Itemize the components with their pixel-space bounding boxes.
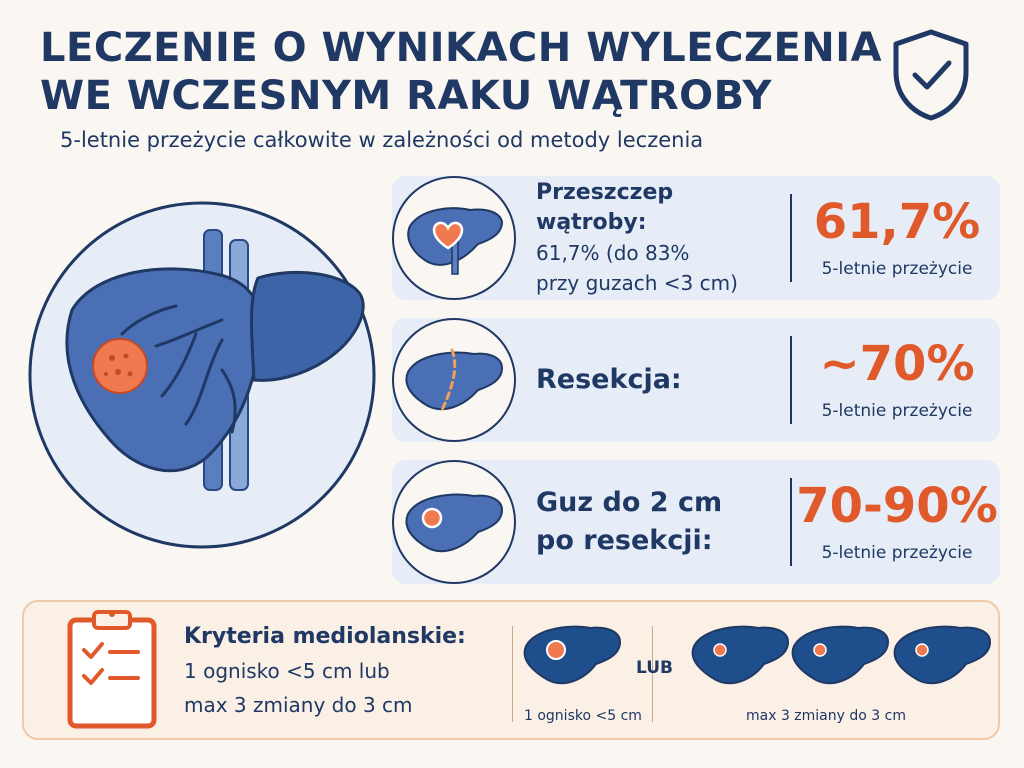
title-line-2: WE WCZESNYM RAKU WĄTROBY: [40, 73, 772, 119]
resection-icon-circle: [392, 318, 516, 442]
transplant-detail-1: 61,7% (do 83%: [536, 241, 690, 265]
card-divider: [790, 336, 792, 424]
transplant-detail-2: przy guzach <3 cm): [536, 271, 738, 295]
liver-small-tumor-icon: [405, 493, 504, 553]
transplant-icon-circle: [392, 176, 516, 300]
liver-transplant-heart-icon: [407, 207, 504, 275]
shield-check-icon: [893, 29, 969, 121]
multiple-lesions-caption: max 3 zmiany do 3 cm: [746, 708, 906, 724]
small-tumor-icon-circle: [392, 460, 516, 584]
multiple-lesions-liver-icon-2: [791, 625, 890, 685]
criteria-line-2: max 3 zmiany do 3 cm: [184, 693, 413, 717]
criteria-divider-left: [512, 626, 513, 722]
resection-stat: ~70% 5-letnie przeżycie: [794, 318, 1000, 442]
transplant-title: Przeszczep wątroby:: [536, 180, 674, 235]
card-small-tumor: Guz do 2 cm po resekcji: 70-90% 5-letnie…: [392, 460, 1000, 584]
card-divider: [790, 194, 792, 282]
criteria-text: Kryteria mediolanskie: 1 ognisko <5 cm l…: [184, 620, 504, 722]
card-transplant: Przeszczep wątroby: 61,7% (do 83% przy g…: [392, 176, 1000, 300]
small-tumor-title-1: Guz do 2 cm: [536, 487, 723, 518]
title-line-1: LECZENIE O WYNIKACH WYLECZENIA: [40, 25, 883, 71]
clipboard-checklist-icon: [67, 610, 157, 729]
card-resection: Resekcja: ~70% 5-letnie przeżycie: [392, 318, 1000, 442]
transplant-label: Przeszczep wątroby: 61,7% (do 83% przy g…: [536, 176, 776, 300]
resection-percentage: ~70%: [819, 336, 975, 392]
card-divider: [790, 478, 792, 566]
criteria-divider-mid: [652, 626, 653, 722]
single-lesion-caption: 1 ognisko <5 cm: [524, 708, 642, 724]
small-tumor-caption: 5-letnie przeżycie: [821, 543, 973, 563]
resection-label: Resekcja:: [536, 318, 776, 442]
page-title: LECZENIE O WYNIKACH WYLECZENIA WE WCZESN…: [40, 24, 883, 120]
or-label: LUB: [636, 658, 673, 678]
small-tumor-stat: 70-90% 5-letnie przeżycie: [794, 460, 1000, 584]
criteria-line-1: 1 ognisko <5 cm lub: [184, 659, 390, 683]
resection-title: Resekcja:: [536, 364, 682, 395]
small-tumor-title-2: po resekcji:: [536, 525, 713, 556]
multiple-lesions-liver-icon-1: [691, 625, 790, 685]
criteria-heading: Kryteria mediolanskie:: [184, 624, 466, 649]
multiple-lesions-liver-icon-3: [893, 625, 992, 685]
criteria-liver-icons: [523, 625, 992, 685]
transplant-caption: 5-letnie przeżycie: [821, 259, 973, 279]
single-lesion-liver-icon: [523, 625, 622, 685]
resection-caption: 5-letnie przeżycie: [821, 401, 973, 421]
liver-tumor-illustration: [28, 201, 376, 549]
small-tumor-percentage: 70-90%: [796, 478, 998, 534]
small-tumor-label: Guz do 2 cm po resekcji:: [536, 460, 776, 584]
page-subtitle: 5-letnie przeżycie całkowite w zależnośc…: [60, 128, 704, 152]
liver-resection-icon: [405, 348, 504, 412]
transplant-stat: 61,7% 5-letnie przeżycie: [794, 176, 1000, 300]
milan-criteria-panel: Kryteria mediolanskie: 1 ognisko <5 cm l…: [22, 600, 1000, 740]
transplant-percentage: 61,7%: [813, 194, 981, 250]
